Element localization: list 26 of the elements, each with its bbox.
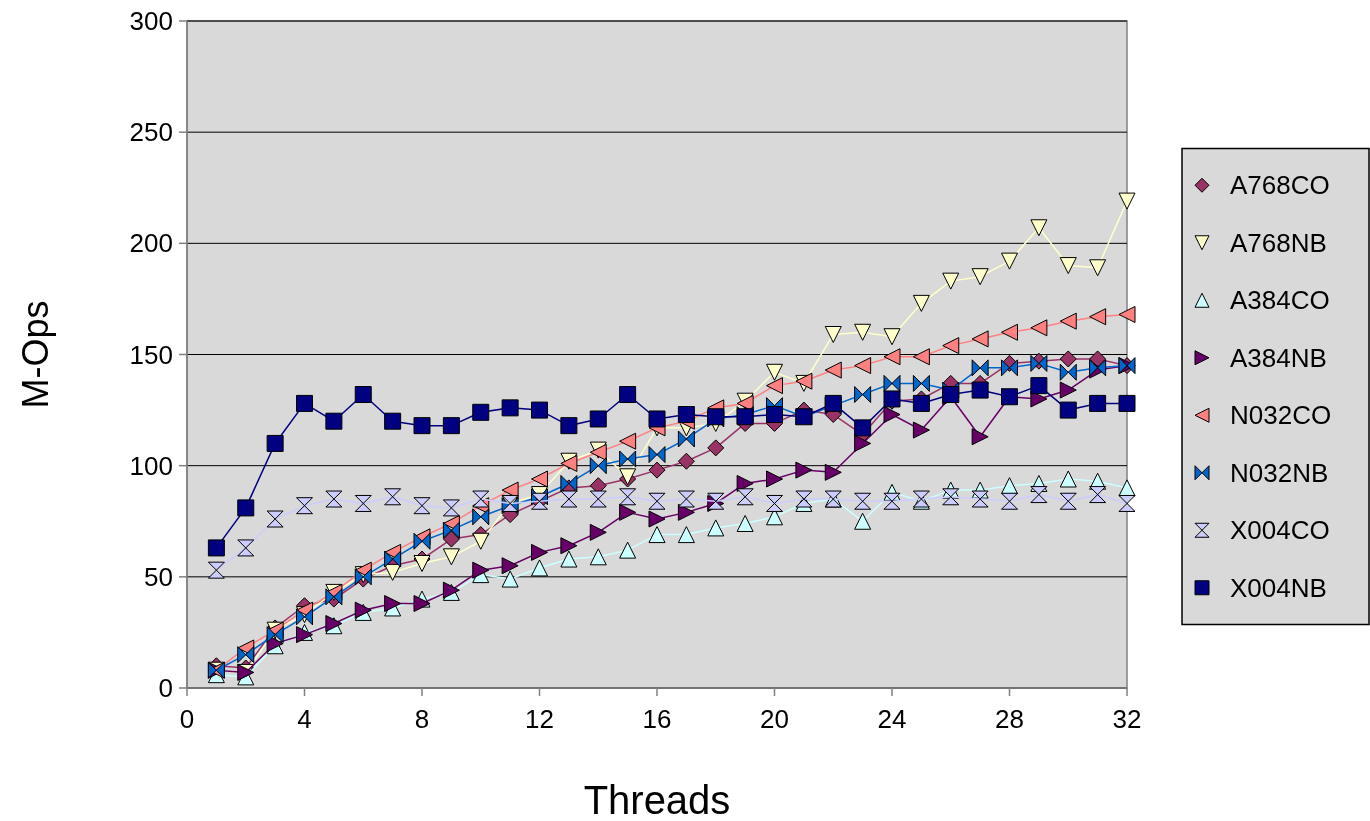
y-tick-label: 200 [129,228,173,259]
x-tick-label: 28 [995,704,1024,734]
y-tick-label: 250 [129,117,173,148]
legend-label: X004CO [1230,515,1330,546]
x-tick-label: 20 [760,704,789,734]
x-tick-label: 16 [642,704,672,734]
x-axis-title: Threads [583,778,731,821]
legend-label: A384CO [1230,285,1330,316]
legend-label: X004NB [1230,572,1327,603]
legend-label: A768NB [1230,227,1327,258]
y-tick-label: 300 [129,6,173,37]
y-axis-title: M-Ops [15,300,56,409]
legend-label: N032CO [1230,400,1332,431]
x-tick-label: 24 [877,704,907,734]
legend-label: A384NB [1230,342,1327,373]
y-tick-label: 0 [158,673,173,704]
x-tick-label: 32 [1112,704,1142,734]
x-tick-label: 8 [414,704,430,734]
legend-label: A768CO [1230,170,1330,201]
y-tick-label: 50 [144,561,173,592]
y-tick-label: 150 [129,339,173,370]
x-tick-label: 0 [179,704,195,734]
legend-label: N032NB [1230,457,1329,488]
x-tick-label: 4 [297,704,312,734]
y-tick-label: 100 [129,450,173,481]
x-tick-label: 12 [525,704,554,734]
